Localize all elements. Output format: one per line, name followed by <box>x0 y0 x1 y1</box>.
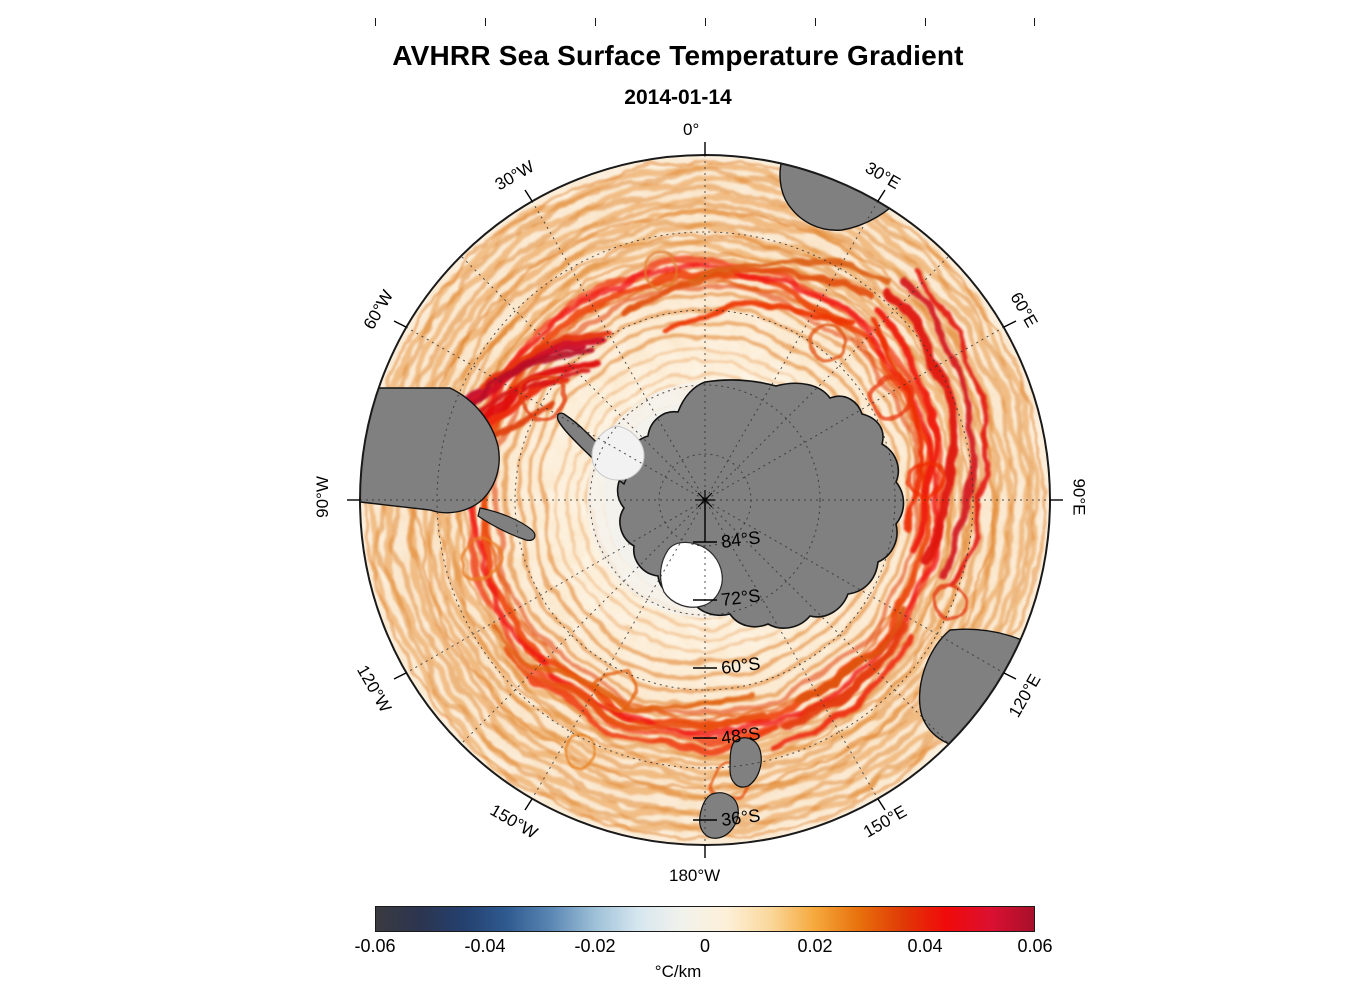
atlantic-sector-front <box>627 257 893 338</box>
latitude-labels: 84°S 72°S 60°S 48°S 36°S <box>720 527 761 830</box>
australia-landmass <box>918 628 1050 749</box>
colorbar-tick-0 <box>375 18 377 26</box>
colorbar-tick-1 <box>485 18 487 26</box>
map-svg: 84°S 72°S 60°S 48°S 36°S <box>347 142 1063 858</box>
colorbar-tick-5 <box>925 18 927 26</box>
figure-title: AVHRR Sea Surface Temperature Gradient <box>392 40 964 71</box>
tasman-front <box>767 605 913 753</box>
longitude-ticks <box>347 142 1063 858</box>
colorbar-unit-label: °C/km <box>654 962 702 981</box>
lon-label-90E: 90°E <box>1069 478 1089 516</box>
lat-label-48: 48°S <box>720 723 761 748</box>
tierra-del-fuego <box>477 507 536 541</box>
lon-label-90W: 90°W <box>312 476 332 518</box>
lat-label-72: 72°S <box>720 585 761 610</box>
new-zealand-south-island <box>699 792 739 839</box>
colorbar-label-0: -0.06 <box>354 936 396 956</box>
polar-map: 84°S 72°S 60°S 48°S 36°S <box>330 130 1090 890</box>
lon-label-180W: 180°W <box>669 866 721 885</box>
colorbar-label-5: 0.04 <box>907 936 943 956</box>
colorbar-label-6: 0.06 <box>1017 936 1053 956</box>
colorbar-label-2: -0.02 <box>574 936 616 956</box>
lon-label-0: 0° <box>683 120 700 139</box>
tasmania-landmass <box>925 763 957 793</box>
indian-sector-front <box>874 277 976 578</box>
colorbar[interactable] <box>375 906 1035 932</box>
ross-ice-shelf <box>659 541 723 608</box>
lat-label-84: 84°S <box>720 527 761 552</box>
colorbar-gradient <box>376 907 1034 931</box>
south-america-landmass <box>360 387 500 514</box>
lat-label-60: 60°S <box>720 653 761 678</box>
colorbar-label-1: -0.04 <box>464 936 506 956</box>
ronne-ice-shelf <box>591 425 645 481</box>
colorbar-tick-4 <box>815 18 817 26</box>
lat-label-36: 36°S <box>720 805 761 830</box>
colorbar-label-3: 0 <box>699 936 710 956</box>
colorbar-tick-3 <box>705 18 707 26</box>
figure-subtitle: 2014-01-14 <box>624 86 732 109</box>
colorbar-label-4: 0.02 <box>797 936 833 956</box>
new-zealand-north-island <box>729 737 762 788</box>
colorbar-tick-2 <box>595 18 597 26</box>
colorbar-tick-6 <box>1034 18 1036 26</box>
latitude-ticks <box>693 541 717 821</box>
